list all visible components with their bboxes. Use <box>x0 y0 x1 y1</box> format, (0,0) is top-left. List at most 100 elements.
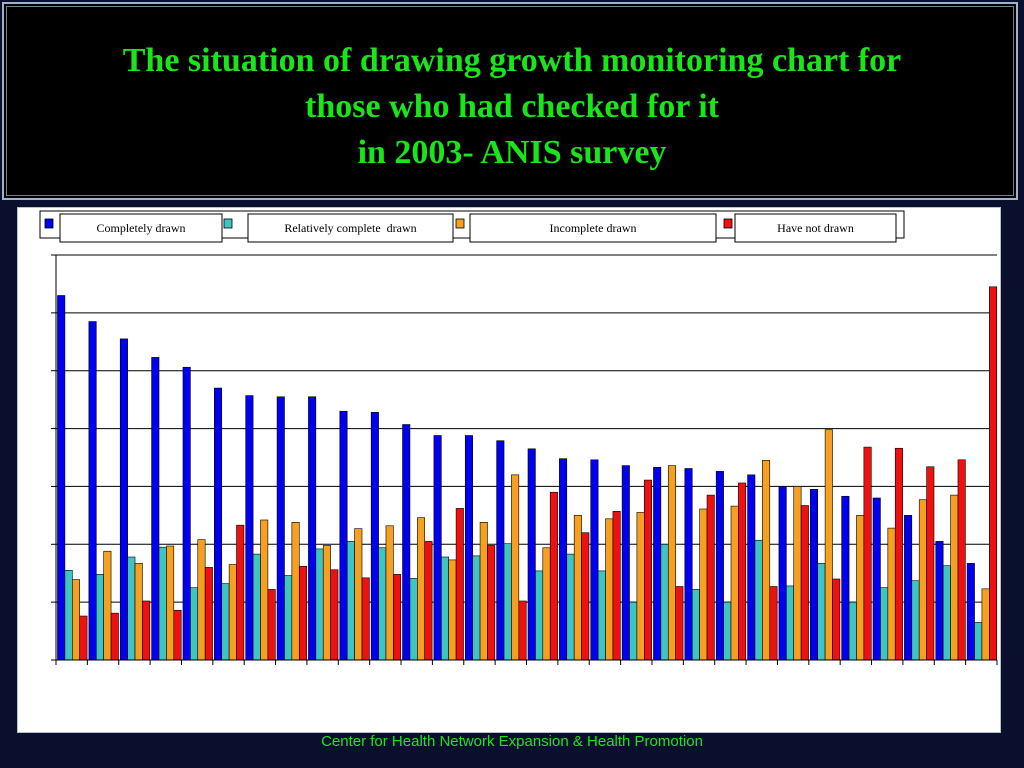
bar <box>605 518 614 661</box>
bar <box>832 578 841 661</box>
bar <box>643 479 652 661</box>
bar <box>747 474 756 661</box>
bar <box>904 515 913 661</box>
axes <box>51 254 998 665</box>
bar <box>284 575 293 661</box>
bar <box>535 570 544 661</box>
bar <box>190 587 199 661</box>
bar <box>809 489 818 661</box>
bar <box>723 601 732 661</box>
bar <box>472 555 481 661</box>
bar <box>402 424 411 661</box>
bar <box>308 396 317 661</box>
bar <box>957 459 966 661</box>
legend-swatch <box>455 218 465 229</box>
legend-swatch <box>223 218 233 229</box>
bar <box>433 435 442 661</box>
bar <box>942 565 951 661</box>
bar <box>173 609 182 661</box>
bar <box>786 585 795 661</box>
bar <box>339 410 348 661</box>
bar <box>511 474 520 661</box>
bar <box>549 491 558 661</box>
bar <box>448 559 457 661</box>
bar <box>653 467 662 661</box>
bar <box>119 338 128 661</box>
bar <box>989 286 998 661</box>
bar <box>636 512 645 661</box>
bar <box>424 541 433 661</box>
bar <box>667 465 676 661</box>
bar <box>597 570 606 661</box>
bar <box>738 482 747 661</box>
bar <box>715 471 724 661</box>
bar <box>848 601 857 661</box>
bar <box>856 515 865 661</box>
bar <box>455 508 464 661</box>
bar <box>730 505 739 661</box>
bar <box>464 435 473 661</box>
bar <box>581 532 590 661</box>
bar <box>252 553 261 661</box>
bar <box>935 541 944 661</box>
legend-label-box <box>469 213 717 243</box>
bar <box>629 601 638 661</box>
legend-swatch <box>723 218 733 229</box>
bar <box>276 396 285 661</box>
bar <box>872 497 881 661</box>
bar <box>409 578 418 661</box>
bar <box>762 460 771 661</box>
bar <box>354 528 363 661</box>
legend-label-box <box>247 213 454 243</box>
bar <box>863 446 872 661</box>
bar <box>926 466 935 661</box>
chart: Completely drawn Relatively complete draw… <box>39 210 998 665</box>
bar <box>88 321 97 661</box>
bar <box>315 548 324 661</box>
legend-label-box <box>734 213 897 243</box>
bar <box>573 515 582 661</box>
bar <box>824 429 833 661</box>
bar <box>142 600 151 661</box>
bar <box>887 527 896 661</box>
chart-panel: Completely drawn Relatively complete draw… <box>17 207 1001 733</box>
legend-swatch <box>44 218 54 229</box>
bar <box>260 519 269 661</box>
bar <box>487 545 496 661</box>
bar <box>966 563 975 661</box>
footer-text: Center for Health Network Expansion & He… <box>321 733 703 750</box>
legend: Completely drawn Relatively complete draw… <box>39 210 905 243</box>
legend-label: Relatively complete drawn <box>284 221 416 235</box>
bar <box>346 541 355 661</box>
title-panel: The situation of drawing growth monitori… <box>2 2 1018 200</box>
bar <box>214 387 223 661</box>
bar <box>817 563 826 661</box>
bar <box>197 539 206 661</box>
bar <box>330 569 339 661</box>
bar <box>503 543 512 661</box>
bar <box>134 563 143 661</box>
bar <box>699 508 708 661</box>
bar <box>298 565 307 661</box>
page-title: The situation of drawing growth monitori… <box>122 42 902 171</box>
bar <box>245 395 254 661</box>
bar <box>981 588 990 661</box>
legend-label: Incomplete drawn <box>550 221 637 235</box>
bar <box>706 494 715 661</box>
bar <box>158 546 167 661</box>
bar <box>559 458 568 661</box>
bar <box>393 574 402 661</box>
bar <box>542 547 551 661</box>
bar <box>918 499 927 661</box>
bar <box>127 556 136 661</box>
bar <box>71 579 80 661</box>
bar <box>841 495 850 661</box>
bar <box>322 545 331 661</box>
bar <box>228 564 237 661</box>
bar <box>675 586 684 661</box>
legend-label-box <box>59 213 223 243</box>
bar <box>110 612 119 661</box>
bar <box>385 525 394 661</box>
bar <box>778 486 787 661</box>
bar <box>182 366 191 661</box>
